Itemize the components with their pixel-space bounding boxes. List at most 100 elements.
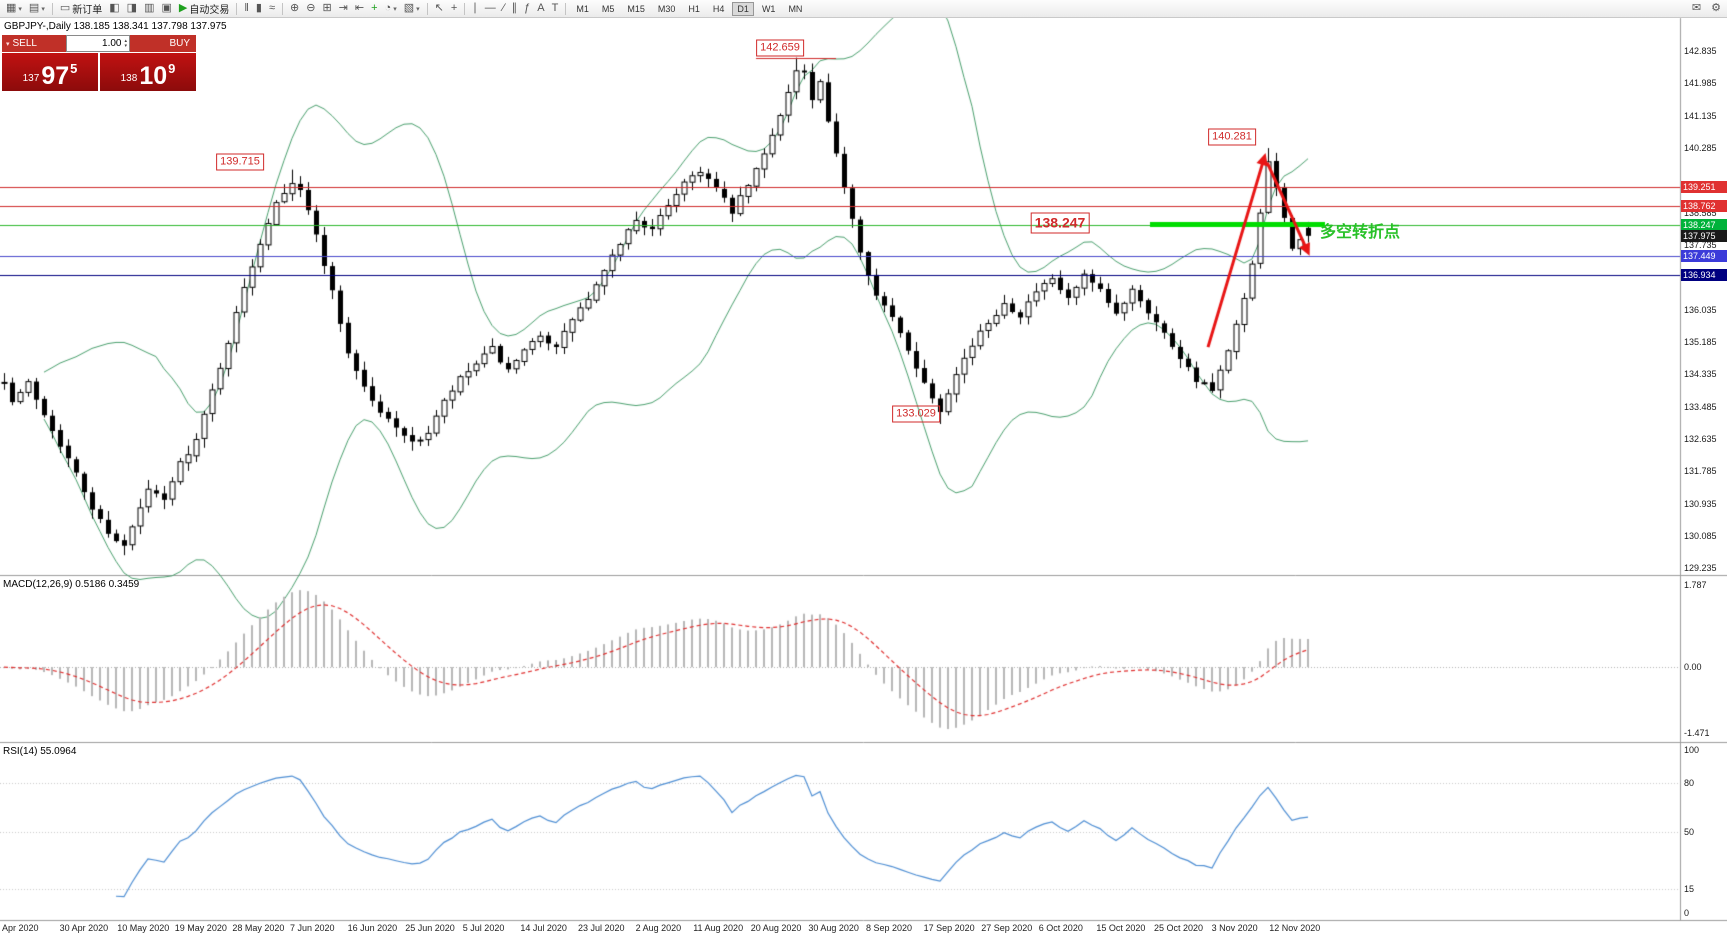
rsi-axis-label: 15 — [1684, 883, 1695, 894]
turning-point-note[interactable]: 多空转折点 — [1320, 224, 1401, 242]
buy-button[interactable]: 138 10 9 — [100, 53, 196, 91]
line-chart-button[interactable]: ≈ — [266, 2, 278, 15]
bar-chart-button[interactable]: ‖ — [241, 2, 252, 15]
rsi-axis-label: 0 — [1684, 908, 1690, 918]
date-axis-label: 10 May 2020 — [117, 923, 170, 933]
price-axis-label: 138.585 — [1684, 207, 1717, 218]
macd-axis-label: -1.471 — [1684, 728, 1710, 738]
date-axis-label: 5 Jul 2020 — [462, 923, 505, 933]
date-axis-label: 17 Sep 2020 — [923, 923, 975, 933]
timeframe-m15-button[interactable]: M15 — [627, 3, 645, 14]
volume-spinner[interactable]: ▴ ▾ — [124, 37, 127, 49]
buy-header[interactable]: BUY — [130, 35, 196, 52]
profiles-icon: ▤ — [28, 2, 40, 14]
horizontal-line-button[interactable]: — — [482, 2, 499, 15]
vertical-line-button[interactable]: ∣ — [469, 2, 481, 15]
trendline-button[interactable]: ∕ — [500, 2, 508, 15]
zoom-in-icon: ⊕ — [290, 2, 300, 14]
sell-header[interactable]: ▾ SELL — [2, 35, 66, 52]
cursor-button[interactable]: ↖ — [432, 2, 447, 15]
macd-axis-label: 1.787 — [1684, 580, 1707, 590]
settings-button[interactable]: ⚙ — [1708, 2, 1724, 15]
auto-trading-button[interactable]: ▶ 自动交易 — [176, 0, 232, 17]
date-axis-label: 20 Aug 2020 — [750, 923, 802, 933]
date-axis-label: 6 Oct 2020 — [1038, 923, 1083, 933]
timeframe-h4-button[interactable]: H4 — [712, 3, 725, 14]
new-order-label: 新订单 — [72, 5, 103, 16]
auto-scroll-button[interactable]: ⇥ — [336, 2, 351, 15]
tile-windows-button[interactable]: ⊞ — [319, 2, 334, 15]
text-button[interactable]: A — [534, 2, 547, 15]
date-axis-label: 28 May 2020 — [232, 923, 285, 933]
periods-button[interactable]: ◔ ▾ — [382, 2, 400, 15]
date-axis-label: 23 Jul 2020 — [578, 923, 625, 933]
timeframe-m5-button[interactable]: M5 — [601, 3, 615, 14]
date-axis-label: 7 Jun 2020 — [290, 923, 335, 933]
price-annotation[interactable]: 142.659 — [756, 39, 804, 57]
new-chart-button[interactable]: ▦ ▾ — [3, 2, 25, 15]
volume-up-icon[interactable]: ▴ — [124, 37, 127, 44]
templates-button[interactable]: ▧ ▾ — [401, 2, 423, 15]
price-annotation[interactable]: 139.715 — [216, 153, 264, 171]
bid-big: 97 — [41, 62, 70, 90]
profiles-button[interactable]: ▤ ▾ — [26, 2, 48, 15]
chart-shift-icon: ⇤ — [354, 2, 365, 14]
chat-button[interactable]: ✉ — [1689, 2, 1704, 15]
navigator-icon: ▥ — [144, 2, 155, 14]
new-chart-icon: ▦ — [6, 2, 17, 14]
zoom-in-button[interactable]: ⊕ — [287, 2, 302, 15]
volume-input[interactable]: 1.00 ▴ ▾ — [66, 35, 130, 52]
date-axis-label: 14 Jul 2020 — [520, 923, 567, 933]
templates-icon: ▧ — [403, 2, 415, 14]
fibonacci-icon: ƒ — [524, 2, 531, 14]
equidistant-channel-button[interactable]: ∥ — [509, 2, 521, 15]
volume-down-icon[interactable]: ▾ — [124, 42, 127, 49]
bid-prefix: 137 — [22, 73, 40, 84]
volume-value: 1.00 — [102, 38, 122, 49]
price-axis-label: 136.035 — [1684, 304, 1717, 315]
profiles-caret-icon: ▾ — [41, 5, 45, 13]
zoom-out-icon: ⊖ — [306, 2, 316, 14]
timeframe-w1-button[interactable]: W1 — [761, 3, 776, 14]
price-axis-badge: 138.762 — [1681, 199, 1727, 212]
indicators-button[interactable]: + — [368, 2, 380, 15]
templates-caret-icon: ▾ — [416, 5, 420, 13]
sell-button[interactable]: 137 97 5 — [2, 53, 98, 91]
trendline-icon: ∕ — [502, 2, 505, 14]
timeframe-mn-button[interactable]: MN — [788, 3, 803, 14]
ask-big: 10 — [139, 62, 168, 90]
fibonacci-button[interactable]: ƒ — [521, 2, 533, 15]
price-axis-label: 137.735 — [1684, 239, 1717, 250]
candlestick-chart-button[interactable]: ▮ — [253, 2, 265, 15]
date-axis-label: 19 May 2020 — [174, 923, 227, 933]
timeframe-d1-button[interactable]: D1 — [732, 1, 754, 16]
price-annotation[interactable]: 133.029 — [892, 405, 940, 423]
one-click-trade-panel: ▾ SELL 1.00 ▴ ▾ BUY 137 97 5 138 10 9 — [2, 35, 196, 91]
arrows-tool-button[interactable]: T — [549, 2, 562, 15]
navigator-button[interactable]: ▥ — [141, 2, 157, 15]
price-axis-badge: 139.251 — [1681, 181, 1727, 194]
vertical-line-icon: ∣ — [472, 2, 478, 14]
price-annotation[interactable]: 140.281 — [1208, 128, 1256, 146]
zoom-out-button[interactable]: ⊖ — [303, 2, 318, 15]
price-annotation[interactable]: 138.247 — [1030, 212, 1090, 234]
timeframe-m1-button[interactable]: M1 — [576, 3, 589, 14]
chart-shift-button[interactable]: ⇤ — [352, 2, 367, 15]
ask-prefix: 138 — [120, 73, 138, 84]
crosshair-button[interactable]: + — [448, 2, 460, 15]
new-chart-caret-icon: ▾ — [18, 5, 22, 13]
data-window-button[interactable]: ◨ — [124, 2, 140, 15]
price-axis-label: 133.485 — [1684, 401, 1717, 412]
indicators-icon: + — [371, 2, 378, 14]
date-axis-label: 12 Nov 2020 — [1269, 923, 1321, 933]
market-watch-button[interactable]: ◧ — [106, 2, 122, 15]
terminal-button[interactable]: ▣ — [158, 2, 174, 15]
toolbar: ▦ ▾ ▤ ▾ ▭ 新订单 ◧ ◨ ▥ ▣ ▶ 自动交易 ‖ ▮ ≈ ⊕ ⊖ ⊞ ⇥ ⇤ + ◔ ▾ ▧ ▾ ↖ + ∣ — ∕ ∥ ƒ A T M… — [0, 0, 1727, 18]
new-order-button[interactable]: ▭ 新订单 — [57, 0, 105, 17]
chat-icon: ✉ — [1691, 2, 1702, 14]
trade-panel-collapse-icon[interactable]: ▾ — [6, 40, 10, 48]
timeframe-m30-button[interactable]: M30 — [657, 3, 676, 14]
timeframe-h1-button[interactable]: H1 — [688, 3, 700, 14]
arrows-tool-icon: T — [551, 2, 559, 14]
